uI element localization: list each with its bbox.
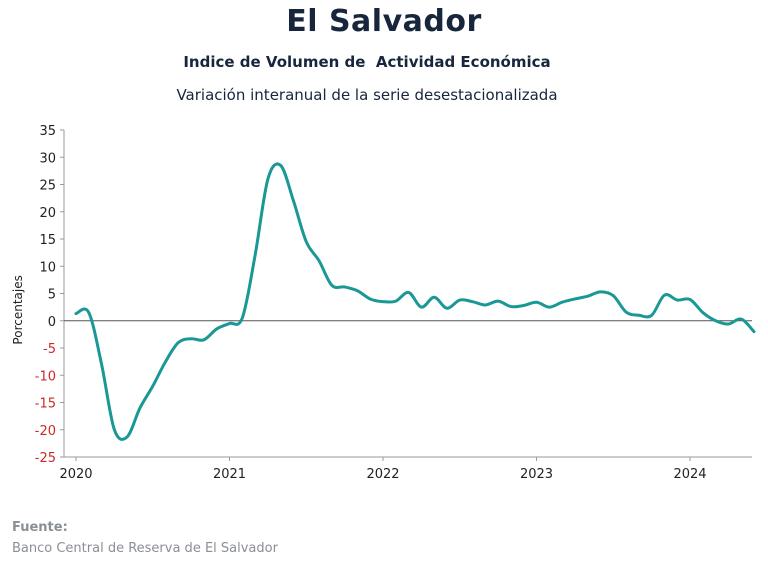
y-tick-label: -5 xyxy=(43,342,56,357)
y-tick-label: 10 xyxy=(39,260,56,275)
y-tick-label: 30 xyxy=(39,151,56,166)
y-tick-label: 25 xyxy=(39,179,56,194)
y-tick-label: 5 xyxy=(48,288,56,303)
chart-title: El Salvador xyxy=(286,4,482,39)
y-tick-label: -25 xyxy=(35,451,56,466)
x-tick-label: 2022 xyxy=(366,467,399,482)
x-tick-label: 2021 xyxy=(213,467,246,482)
y-tick-label: 20 xyxy=(39,206,56,221)
y-tick-label: 35 xyxy=(39,124,56,139)
y-tick-label: 0 xyxy=(48,315,56,330)
y-tick-label: -20 xyxy=(35,424,56,439)
chart-subtitle: Indice de Volumen de Actividad Económica xyxy=(183,53,551,71)
y-tick-label: -10 xyxy=(35,369,56,384)
y-tick-label: -15 xyxy=(35,397,56,412)
x-tick-label: 2020 xyxy=(59,467,92,482)
x-tick-label: 2024 xyxy=(673,467,706,482)
source-text: Banco Central de Reserva de El Salvador xyxy=(12,541,278,556)
chart-subtitle-secondary: Variación interanual de la serie desesta… xyxy=(176,86,558,104)
source-label: Fuente: xyxy=(12,520,68,535)
y-axis-label: Porcentajes xyxy=(11,275,25,344)
y-tick-label: 15 xyxy=(39,233,56,248)
x-tick-label: 2023 xyxy=(520,467,553,482)
series-line xyxy=(74,162,756,441)
